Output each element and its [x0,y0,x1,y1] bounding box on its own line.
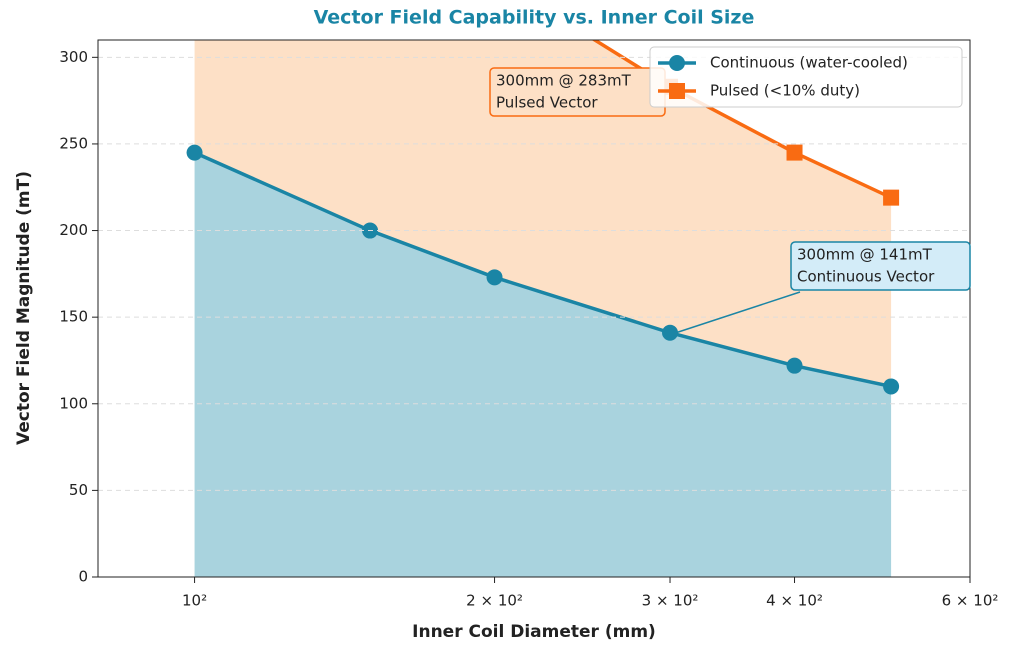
marker [883,189,900,206]
marker [786,357,803,374]
y-axis-label: Vector Field Magnitude (mT) [14,171,34,445]
legend-marker [669,83,685,99]
annotation-text: Pulsed Vector [496,94,598,112]
legend-box [649,46,963,108]
legend-marker [669,55,685,71]
marker [883,378,900,395]
y-tick-label: 200 [59,221,88,239]
y-tick-label: 0 [78,568,88,586]
marker [186,144,203,161]
plot-area [186,40,900,577]
area-fill [194,152,892,577]
y-tick-label: 50 [69,481,88,499]
y-tick-label: 150 [59,308,88,326]
annotation-text: 300mm @ 141mT [797,246,933,264]
annotation-box [790,241,971,291]
marker [662,324,679,341]
area-fill [194,40,892,387]
x-tick-label: 4 × 10² [766,592,823,610]
annotation-text: Continuous Vector [797,268,935,286]
y-tick-label: 300 [59,48,88,66]
axes-frame [97,39,971,578]
y-tick-label: 250 [59,134,88,152]
x-axis-label: Inner Coil Diameter (mm) [412,622,656,642]
series-line [591,40,892,200]
marker [486,269,503,286]
series-line [193,150,892,389]
x-tick-label: 2 × 10² [466,592,523,610]
marker [786,144,803,161]
annotation-arrow [675,291,801,334]
x-tick-label: 10² [182,592,207,610]
y-tick-label: 100 [59,394,88,412]
legend-label: Pulsed (<10% duty) [710,82,860,100]
annotation-text: 300mm @ 283mT [496,72,632,90]
chart-title: Vector Field Capability vs. Inner Coil S… [314,7,755,29]
legend-label: Continuous (water-cooled) [710,54,908,72]
x-tick-label: 3 × 10² [642,592,699,610]
x-tick-label: 6 × 10² [942,592,999,610]
